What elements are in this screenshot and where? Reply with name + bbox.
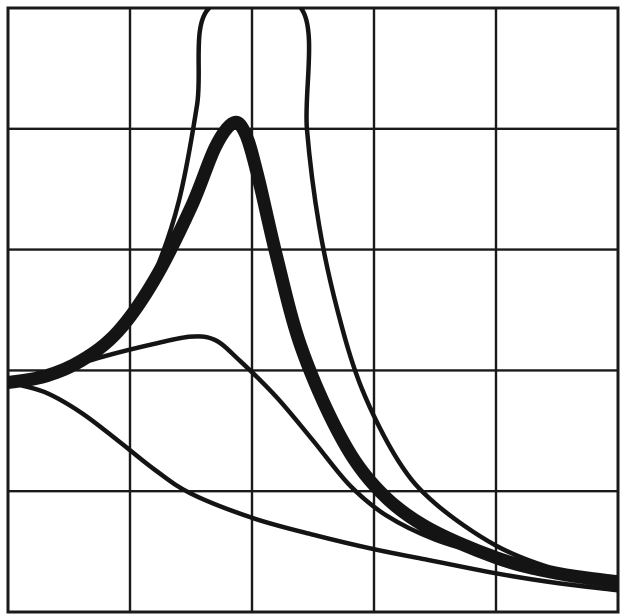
curves (8, 8, 618, 593)
grid (6, 6, 620, 614)
curve-4 (8, 380, 618, 593)
curve-2 (8, 115, 618, 589)
curve-1 (8, 8, 618, 585)
curve-3 (8, 334, 618, 585)
plot-frame (6, 6, 620, 614)
